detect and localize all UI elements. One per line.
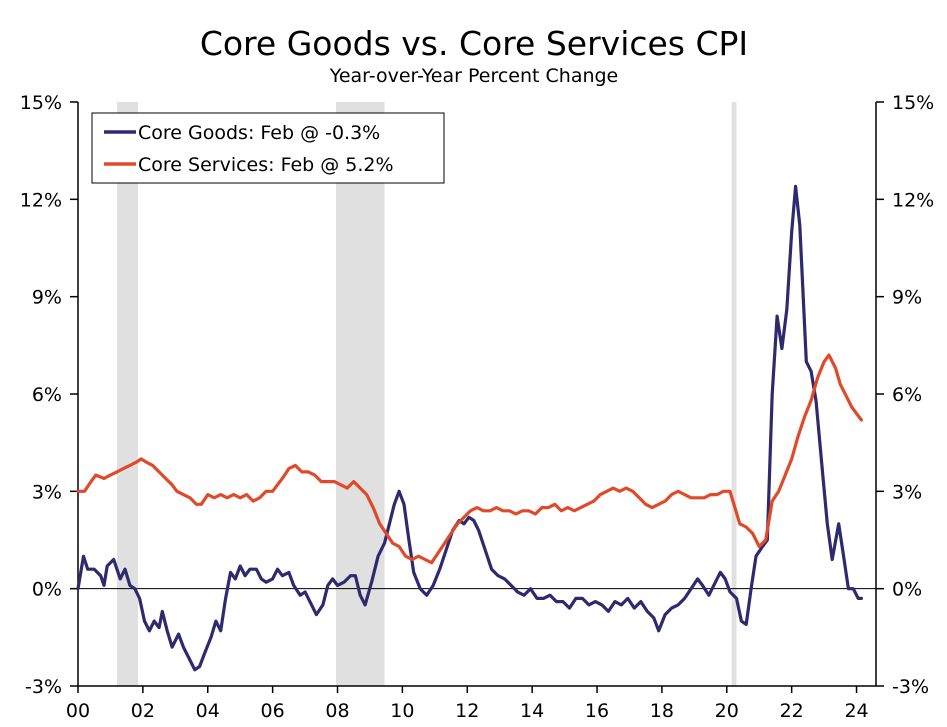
chart-title: Core Goods vs. Core Services CPI — [200, 24, 748, 63]
y-tick-label-left: -3% — [25, 676, 62, 698]
y-tick-label-left: 9% — [32, 287, 62, 309]
x-tick-label: 16 — [585, 700, 609, 722]
y-tick-label-left: 12% — [20, 189, 62, 211]
axes — [70, 101, 884, 693]
y-tick-label-left: 15% — [20, 92, 62, 114]
x-tick-label: 10 — [390, 700, 414, 722]
legend-label: Core Services: Feb @ 5.2% — [138, 154, 394, 176]
x-tick-label: 06 — [261, 700, 285, 722]
x-tick-label: 08 — [325, 700, 349, 722]
y-tick-label-left: 3% — [32, 481, 62, 503]
recession-band — [116, 102, 139, 686]
core-services-line — [76, 353, 863, 565]
x-tick-label: 12 — [455, 700, 479, 722]
x-tick-label: 14 — [520, 700, 544, 722]
y-tick-label-right: 9% — [892, 287, 922, 309]
legend-box — [91, 112, 445, 184]
recession-band — [731, 102, 737, 686]
x-tick-label: 24 — [844, 700, 868, 722]
x-tick-label: 00 — [66, 700, 90, 722]
tick-labels: -3% -3% 0% 0% 3% 3% 6% 6% 9% 9% 12% 12% 15% 15% 00 02 04… — [20, 92, 934, 722]
y-tick-label-right: 6% — [892, 384, 922, 406]
y-tick-label-right: 3% — [892, 481, 922, 503]
chart-subtitle: Year-over-Year Percent Change — [329, 65, 619, 87]
y-tick-label-left: 6% — [32, 384, 62, 406]
legend: Core Goods: Feb @ -0.3% Core Services: Fe… — [91, 112, 445, 184]
x-tick-label: 02 — [131, 700, 155, 722]
x-tick-label: 22 — [780, 700, 804, 722]
y-tick-label-right: 15% — [892, 92, 934, 114]
core-goods-line — [76, 184, 863, 672]
recession-shading — [116, 102, 737, 686]
y-tick-label-right: 0% — [892, 579, 922, 601]
x-tick-label: 04 — [196, 700, 220, 722]
series-lines — [76, 184, 863, 672]
x-tick-label: 18 — [650, 700, 674, 722]
x-tick-label: 20 — [715, 700, 739, 722]
y-tick-label-right: -3% — [892, 676, 929, 698]
y-tick-label-right: 12% — [892, 189, 934, 211]
y-tick-label-left: 0% — [32, 579, 62, 601]
legend-label: Core Goods: Feb @ -0.3% — [138, 122, 380, 144]
